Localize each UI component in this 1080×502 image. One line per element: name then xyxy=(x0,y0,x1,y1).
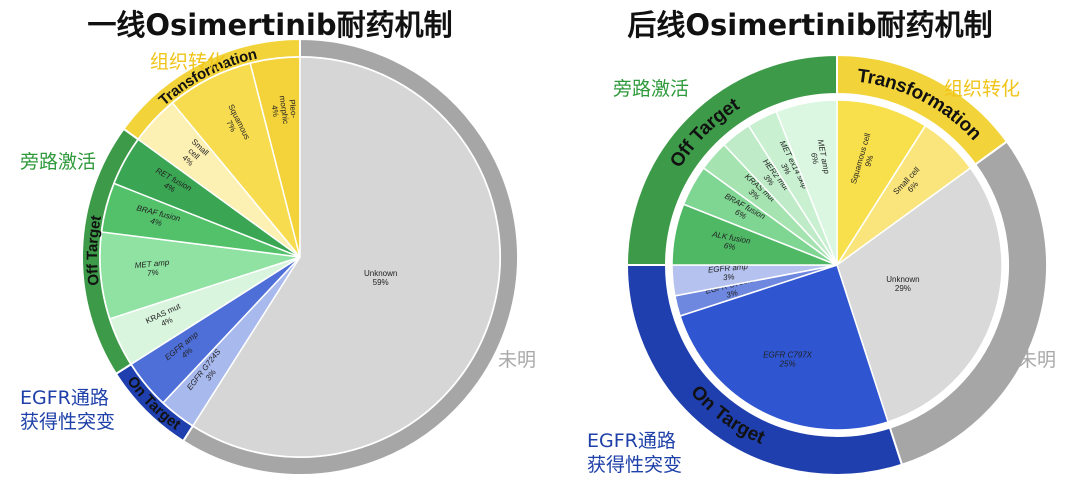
chart-title: 一线Osimertinib耐药机制 xyxy=(87,8,453,42)
slice-label-unknown: Unknown 29% xyxy=(886,275,919,293)
category-label-unknown: 未明 xyxy=(1018,349,1056,371)
category-label-unknown: 未明 xyxy=(498,349,536,371)
category-label-ontarget: EGFR通路获得性突变 xyxy=(587,430,682,476)
pie-slice-ret-fusion xyxy=(113,138,301,258)
category-label-offtarget: 旁路激活 xyxy=(20,151,96,173)
category-label-ontarget: EGFR通路获得性突变 xyxy=(20,387,115,433)
chart-panel-later-line: 后线Osimertinib耐药机制 Squamous cell9% Small c… xyxy=(540,0,1080,502)
category-label-transformation: 组织转化 xyxy=(944,78,1020,100)
pie-slice-unknown xyxy=(836,166,1003,423)
sunburst-chart-later-line: Squamous cell9%Small cell6%Unknown 29%EGF… xyxy=(587,53,1056,476)
slice-label-unknown: Unknown 59% xyxy=(364,269,397,287)
category-label-transformation: 组织转化 xyxy=(150,51,226,73)
pie-slice-squamous-cell xyxy=(836,99,927,268)
sunburst-chart-first-line: Smallcell4%Squamous7%Pleo-morphic4%Unkno… xyxy=(20,37,536,476)
pie-slice-egfr-c797x xyxy=(679,264,889,431)
slice-label-egfr-c797x: EGFR C797X 25% xyxy=(763,351,813,369)
pie-slice-unknown xyxy=(191,56,501,458)
ring-label-offtarget: Off Target xyxy=(84,214,105,286)
chart-title: 后线Osimertinib耐药机制 xyxy=(627,8,993,42)
chart-panel-first-line: 一线Osimertinib耐药机制 Smallcell4% Squamous7% P… xyxy=(20,8,536,476)
outer-ring-offtarget xyxy=(625,53,838,266)
slice-label-met-amp: MET amp7% xyxy=(134,258,171,279)
category-label-offtarget: 旁路激活 xyxy=(613,78,689,100)
slice-label-pleo-morphic: Pleo-morphic4% xyxy=(269,94,299,126)
pie-slice-met-amp xyxy=(775,99,838,266)
